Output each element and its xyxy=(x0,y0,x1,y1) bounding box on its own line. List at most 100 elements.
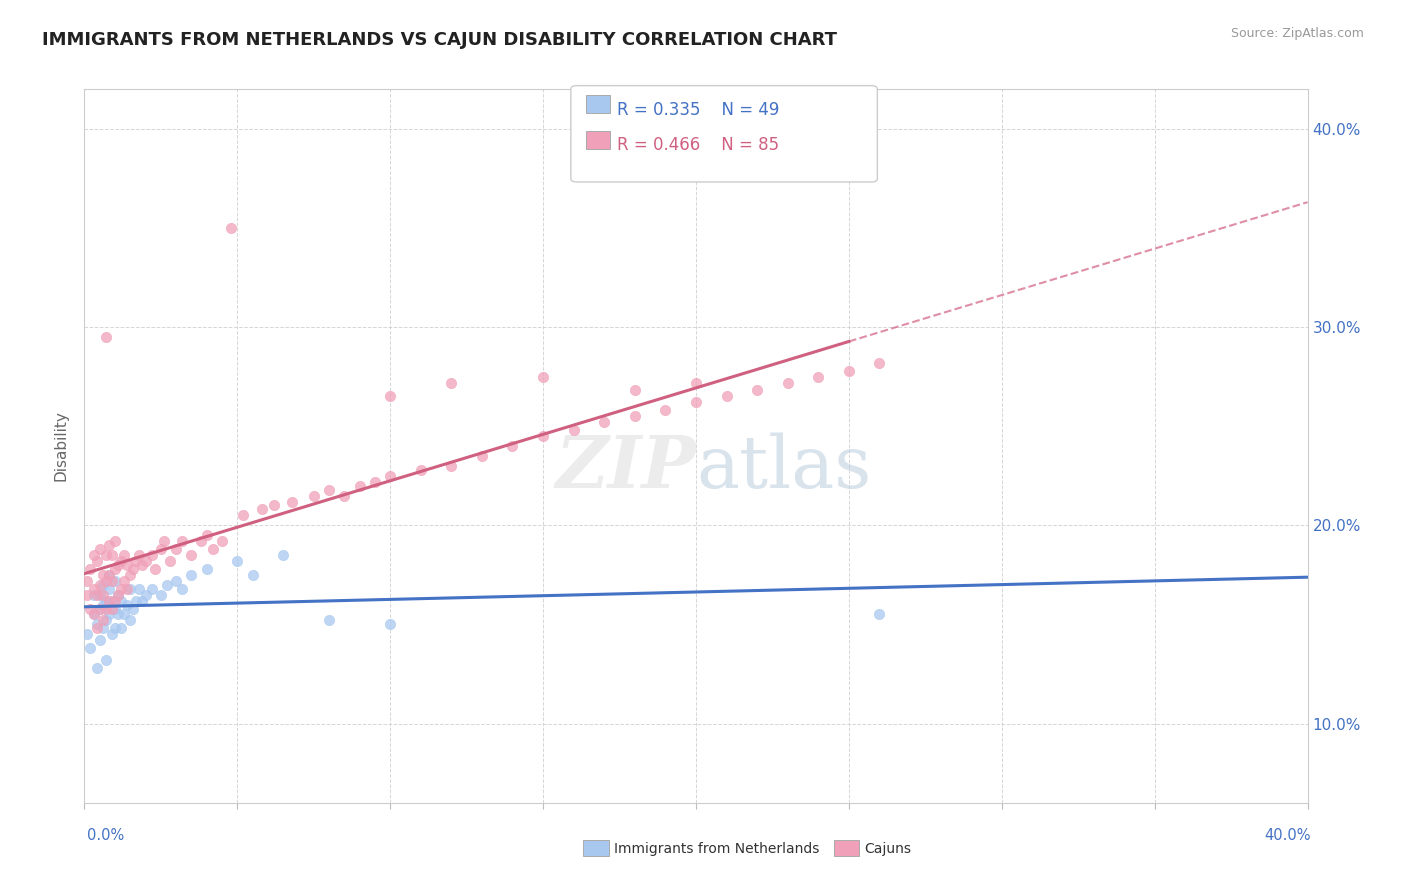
Point xyxy=(318,614,340,628)
Point xyxy=(101,601,124,615)
Point xyxy=(211,534,233,549)
Point xyxy=(112,607,135,622)
Point xyxy=(153,534,176,549)
Point xyxy=(125,593,148,607)
Point xyxy=(131,558,153,572)
Point xyxy=(149,588,172,602)
Point xyxy=(94,593,117,607)
Point xyxy=(172,534,194,549)
Point xyxy=(219,221,242,235)
Point xyxy=(318,483,340,497)
Point xyxy=(128,548,150,562)
Point xyxy=(502,439,524,453)
Point xyxy=(86,661,108,675)
Point xyxy=(159,554,181,568)
Point xyxy=(135,588,157,602)
Point xyxy=(89,633,111,648)
Point xyxy=(86,554,108,568)
Point xyxy=(83,607,105,622)
Text: Source: ZipAtlas.com: Source: ZipAtlas.com xyxy=(1230,27,1364,40)
Point xyxy=(89,601,111,615)
Point xyxy=(107,607,129,622)
Point xyxy=(115,598,138,612)
Point xyxy=(281,494,304,508)
Point xyxy=(141,582,163,596)
Point xyxy=(86,617,108,632)
Point xyxy=(94,574,117,588)
Point xyxy=(141,548,163,562)
Point xyxy=(91,598,114,612)
Point xyxy=(156,578,179,592)
Point xyxy=(125,554,148,568)
Point xyxy=(149,542,172,557)
Point xyxy=(747,384,769,398)
Point xyxy=(94,548,117,562)
Point xyxy=(135,554,157,568)
Point xyxy=(624,384,647,398)
Point xyxy=(302,489,325,503)
Point xyxy=(471,449,494,463)
Point xyxy=(349,478,371,492)
Point xyxy=(195,528,218,542)
Point xyxy=(97,538,120,552)
Point xyxy=(120,614,142,628)
Point xyxy=(107,588,129,602)
Point xyxy=(104,593,127,607)
Point xyxy=(94,601,117,615)
Point xyxy=(624,409,647,424)
Point xyxy=(97,593,120,607)
Point xyxy=(180,548,202,562)
Point xyxy=(531,369,554,384)
Point xyxy=(86,588,108,602)
Point xyxy=(94,614,117,628)
Point xyxy=(97,607,120,622)
Point xyxy=(101,548,124,562)
Text: 0.0%: 0.0% xyxy=(87,828,124,843)
Point xyxy=(101,574,124,588)
Point xyxy=(76,574,98,588)
Point xyxy=(128,582,150,596)
Point xyxy=(89,588,111,602)
Text: R = 0.466    N = 85: R = 0.466 N = 85 xyxy=(617,136,779,154)
Point xyxy=(869,607,891,622)
Point xyxy=(89,578,111,592)
Point xyxy=(776,376,799,390)
Point xyxy=(115,558,138,572)
Point xyxy=(89,542,111,557)
Point xyxy=(380,617,402,632)
Point xyxy=(440,376,463,390)
Point xyxy=(101,627,124,641)
Point xyxy=(79,601,101,615)
Point xyxy=(110,621,132,635)
Point xyxy=(593,415,616,429)
Point xyxy=(91,614,114,628)
Point xyxy=(120,567,142,582)
Point xyxy=(190,534,212,549)
Point xyxy=(83,588,105,602)
Point xyxy=(143,562,166,576)
Point xyxy=(364,475,387,489)
Point xyxy=(807,369,830,384)
Point xyxy=(122,562,145,576)
Point xyxy=(115,582,138,596)
Point xyxy=(104,621,127,635)
Point xyxy=(180,567,202,582)
Point xyxy=(112,548,135,562)
Point xyxy=(685,376,707,390)
Point xyxy=(172,582,194,596)
Point xyxy=(562,423,585,437)
Point xyxy=(226,554,249,568)
Point xyxy=(110,582,132,596)
Point xyxy=(76,627,98,641)
Point xyxy=(97,582,120,596)
Point xyxy=(91,567,114,582)
Point xyxy=(122,601,145,615)
Point xyxy=(79,641,101,656)
Point xyxy=(165,574,187,588)
Point xyxy=(333,489,356,503)
Point xyxy=(79,562,101,576)
Point xyxy=(104,574,127,588)
Point xyxy=(440,458,463,473)
Point xyxy=(201,542,224,557)
Point xyxy=(380,389,402,403)
